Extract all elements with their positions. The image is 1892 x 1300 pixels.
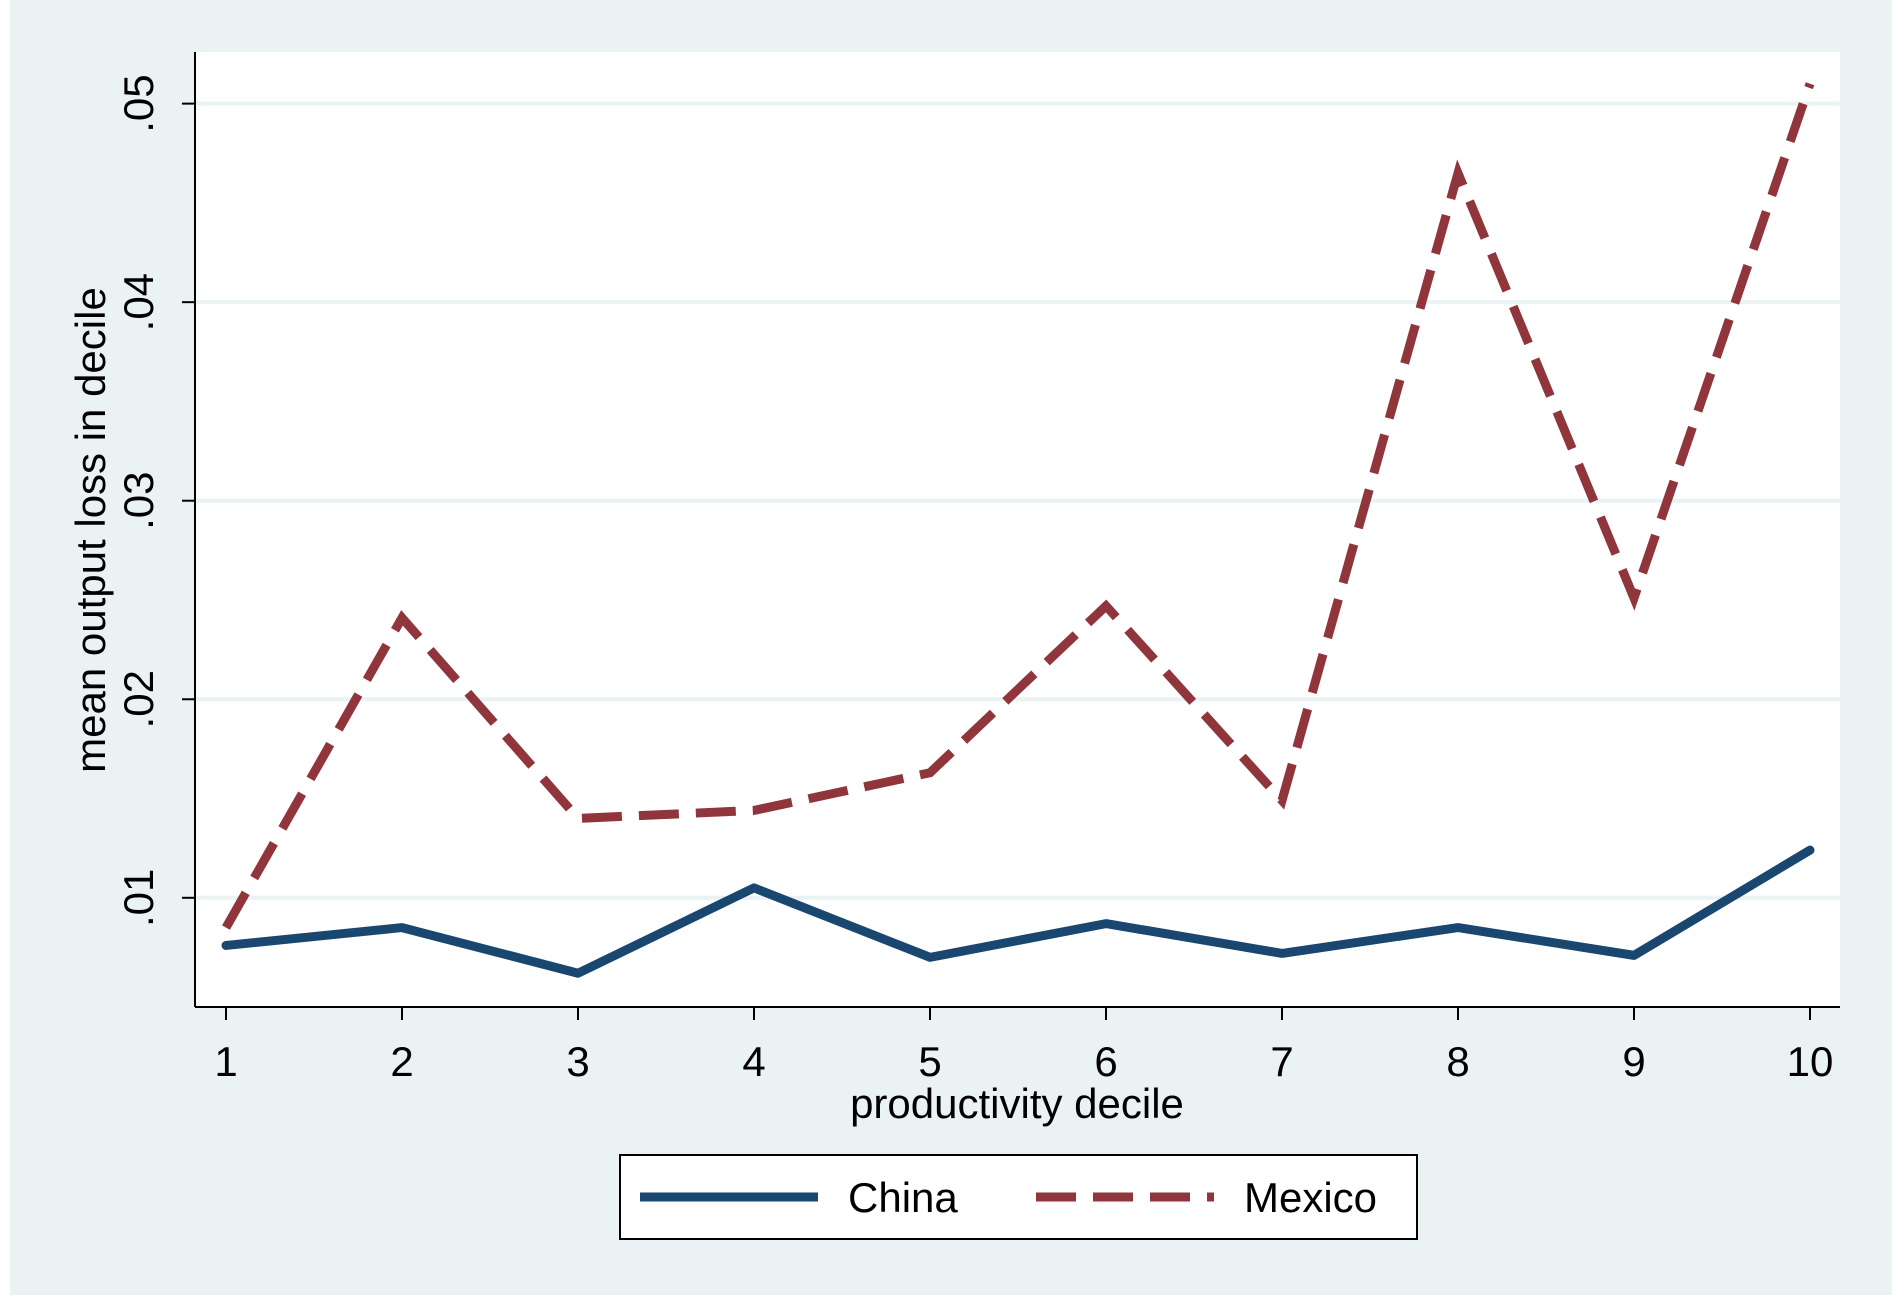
x-tick-label: 9	[1622, 1038, 1645, 1085]
series-lines	[221, 82, 1815, 978]
x-tick-label: 3	[566, 1038, 589, 1085]
legend-label-mexico: Mexico	[1244, 1174, 1377, 1221]
y-tick-label: .01	[115, 869, 162, 927]
y-axis-label: mean output loss in decile	[67, 287, 114, 773]
series-line-mexico	[222, 82, 1815, 930]
x-tick-label: 4	[742, 1038, 765, 1085]
y-tick-label: .02	[115, 670, 162, 728]
x-tick-label: 5	[918, 1038, 941, 1085]
x-tick-label: 7	[1270, 1038, 1293, 1085]
y-tick-label: .03	[115, 472, 162, 530]
x-axis-label: productivity decile	[850, 1080, 1184, 1127]
x-axis-ticks: 1 2 3 4 5 6 7 8 9 10	[214, 1007, 1833, 1085]
x-tick-label: 2	[390, 1038, 413, 1085]
y-tick-label: .04	[115, 273, 162, 331]
legend: China Mexico	[619, 1154, 1418, 1240]
series-line-china	[221, 845, 1815, 978]
x-tick-label: 1	[214, 1038, 237, 1085]
x-tick-label: 10	[1787, 1038, 1834, 1085]
legend-label-china: China	[848, 1174, 958, 1221]
x-tick-label: 6	[1094, 1038, 1117, 1085]
plot-area	[195, 52, 1840, 1007]
y-tick-label: .05	[115, 74, 162, 132]
x-tick-label: 8	[1446, 1038, 1469, 1085]
y-axis-ticks: .01 .02 .03 .04 .05	[115, 74, 195, 927]
